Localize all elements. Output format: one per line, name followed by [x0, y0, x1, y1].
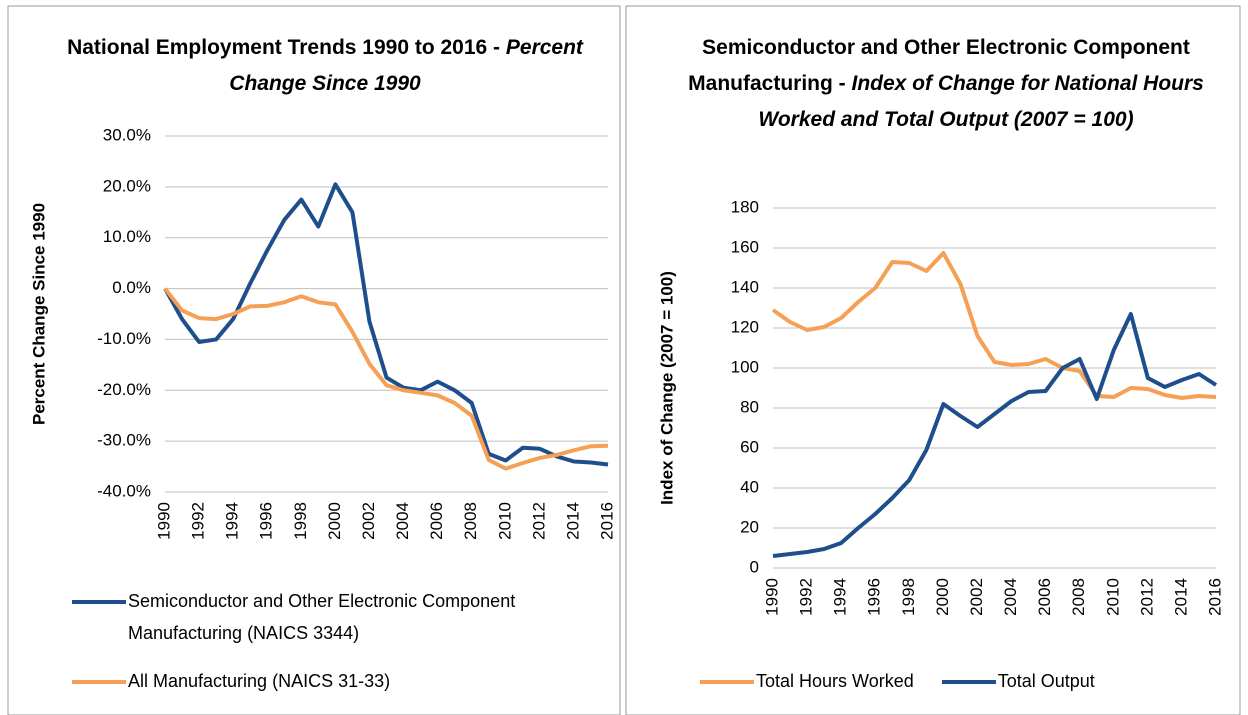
title-text: National Employment Trends 1990 to 2016 … [67, 36, 501, 59]
x-tick-label: 2006 [427, 502, 446, 540]
line-series [772, 312, 1218, 558]
y-tick-label: 0.0% [112, 278, 151, 297]
legend-item: All Manufacturing (NAICS 31-33) [72, 665, 592, 697]
x-tick-label: 1992 [797, 578, 816, 616]
x-tick-label: 1994 [223, 502, 242, 540]
legend-label: Semiconductor and Other Electronic Compo… [128, 591, 516, 643]
title-italic: Percent Change Since 1990 [229, 36, 583, 95]
x-tick-label: 1996 [865, 578, 884, 616]
legend-swatch [700, 680, 754, 684]
x-tick-label: 1990 [154, 502, 173, 540]
x-tick-label: 2016 [1205, 578, 1224, 616]
y-tick-label: 180 [731, 197, 759, 216]
y-tick-label: 20 [740, 517, 759, 536]
panel-border [7, 5, 621, 715]
x-tick-label: 2012 [529, 502, 548, 540]
legend-label: Total Output [997, 671, 1095, 691]
x-tick-label: 1998 [291, 502, 310, 540]
y-tick-label: 140 [731, 277, 759, 296]
x-tick-label: 2002 [967, 578, 986, 616]
y-tick-label: -20.0% [97, 380, 151, 399]
title-italic: Index of Change for National Hours Worke… [758, 72, 1204, 131]
x-tick-label: 2006 [1035, 578, 1054, 616]
y-axis-label: Percent Change Since 1990 [29, 203, 48, 425]
legend-swatch [72, 680, 126, 684]
y-tick-label: 0 [750, 557, 759, 576]
x-tick-label: 2014 [1171, 578, 1190, 616]
x-tick-label: 1994 [831, 578, 850, 616]
y-tick-label: 100 [731, 357, 759, 376]
legend-swatch [941, 680, 996, 684]
x-tick-label: 2016 [597, 502, 616, 540]
x-tick-label: 1996 [257, 502, 276, 540]
legend-swatch [72, 600, 126, 604]
legend-item: Semiconductor and Other Electronic Compo… [72, 585, 592, 649]
chart-title: Semiconductor and Other Electronic Compo… [676, 30, 1216, 138]
x-tick-label: 2012 [1137, 578, 1156, 616]
line-series [771, 251, 1217, 400]
y-tick-label: 160 [731, 237, 759, 256]
legend-label: All Manufacturing (NAICS 31-33) [128, 671, 391, 691]
x-tick-label: 2010 [495, 502, 514, 540]
x-tick-label: 2000 [933, 578, 952, 616]
x-tick-label: 2010 [1103, 578, 1122, 616]
legend-item: Total Output [941, 665, 1095, 697]
legend: Total Hours Worked Total Output [700, 665, 1220, 697]
x-tick-label: 2008 [1069, 578, 1088, 616]
x-tick-label: 2008 [461, 502, 480, 540]
x-tick-label: 2000 [325, 502, 344, 540]
x-tick-label: 2004 [1001, 578, 1020, 616]
legend-label: Total Hours Worked [756, 671, 914, 691]
y-tick-label: -10.0% [97, 329, 151, 348]
y-tick-label: 120 [731, 317, 759, 336]
x-tick-label: 1990 [762, 578, 781, 616]
y-tick-label: 60 [740, 437, 759, 456]
y-axis-label: Index of Change (2007 = 100) [657, 271, 676, 505]
chart-title: National Employment Trends 1990 to 2016 … [60, 30, 590, 102]
panel-border [625, 5, 1241, 715]
x-tick-label: 2014 [563, 502, 582, 540]
y-tick-label: -30.0% [97, 431, 151, 450]
x-tick-label: 2004 [393, 502, 412, 540]
line-series [163, 287, 609, 471]
y-tick-label: -40.0% [97, 481, 151, 500]
y-tick-label: 40 [740, 477, 759, 496]
y-tick-label: 30.0% [103, 125, 151, 144]
legend-item: Total Hours Worked [700, 665, 914, 697]
x-tick-label: 2002 [359, 502, 378, 540]
x-tick-label: 1998 [899, 578, 918, 616]
y-tick-label: 80 [740, 397, 759, 416]
legend: Semiconductor and Other Electronic Compo… [72, 585, 592, 713]
y-tick-label: 20.0% [103, 176, 151, 195]
title-text: Semiconductor and Other Electronic Compo… [688, 36, 1190, 95]
x-tick-label: 1992 [189, 502, 208, 540]
y-tick-label: 10.0% [103, 227, 151, 246]
line-series [163, 182, 609, 467]
